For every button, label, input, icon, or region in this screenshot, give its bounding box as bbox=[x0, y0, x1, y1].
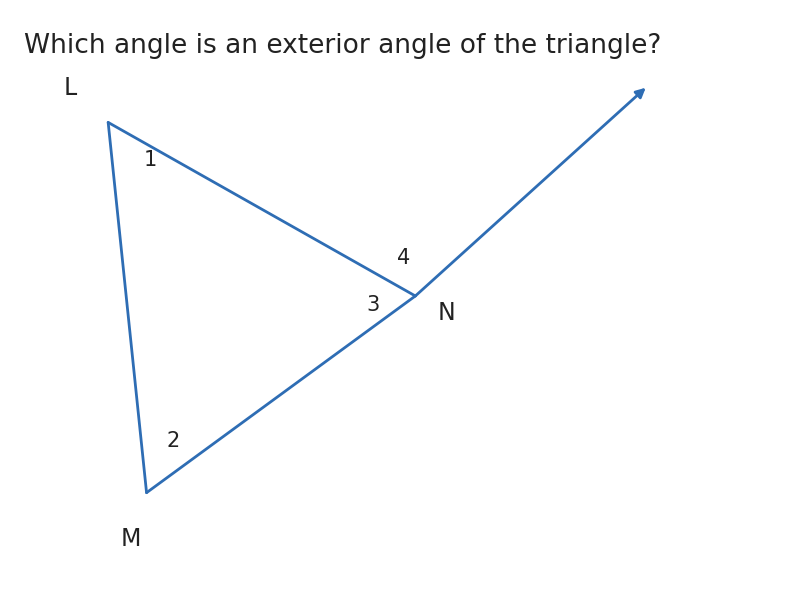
Text: 4: 4 bbox=[398, 248, 410, 269]
Text: Which angle is an exterior angle of the triangle?: Which angle is an exterior angle of the … bbox=[24, 33, 661, 58]
Text: 1: 1 bbox=[144, 150, 157, 170]
Text: N: N bbox=[438, 301, 455, 325]
Text: 3: 3 bbox=[366, 295, 380, 315]
Text: 2: 2 bbox=[167, 431, 180, 451]
Text: L: L bbox=[63, 76, 76, 100]
Text: M: M bbox=[121, 527, 142, 551]
